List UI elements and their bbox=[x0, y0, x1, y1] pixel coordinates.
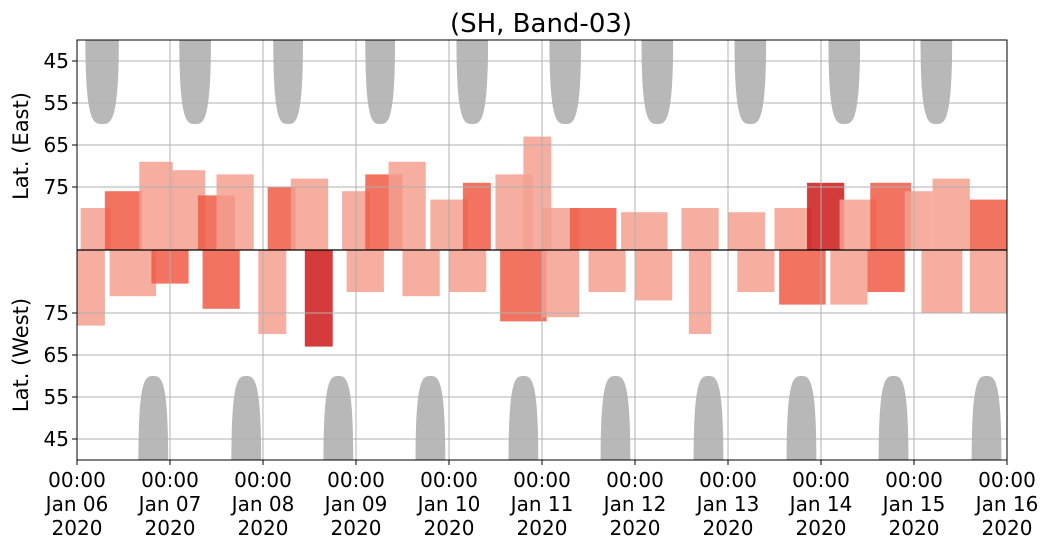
activity-west-15 bbox=[779, 250, 826, 305]
activity-east-2 bbox=[139, 161, 173, 250]
activity-east-7 bbox=[290, 178, 329, 250]
activity-east-23 bbox=[870, 182, 912, 250]
activity-west-18 bbox=[921, 250, 963, 313]
daylight-east-5 bbox=[549, 40, 582, 124]
activity-east-20 bbox=[774, 208, 812, 250]
daylight-west-6 bbox=[693, 376, 724, 460]
activity-west-19 bbox=[969, 250, 1007, 313]
y-tick-label-east-0: 45 bbox=[44, 49, 69, 73]
activity-east-12 bbox=[462, 182, 491, 250]
x-tick-label-6: 00:00 Jan 12 2020 bbox=[602, 468, 667, 540]
daylight-west-1 bbox=[231, 376, 262, 460]
daylight-east-6 bbox=[641, 40, 674, 124]
y-tick-label-east-1: 55 bbox=[44, 91, 69, 115]
daylight-east-3 bbox=[365, 40, 396, 124]
activity-west-13 bbox=[688, 250, 712, 334]
x-tick-labels: 00:00 Jan 06 2020 00:00 Jan 07 2020 00:00 Jan 0… bbox=[44, 460, 1039, 540]
activity-west-0 bbox=[77, 250, 105, 326]
daylight-west-9 bbox=[971, 376, 1002, 460]
activity-west-12 bbox=[635, 250, 673, 301]
activity-west-17 bbox=[867, 250, 905, 292]
activity-east-16 bbox=[569, 208, 617, 250]
activity-east-26 bbox=[969, 199, 1007, 250]
daylight-west-0 bbox=[138, 376, 169, 460]
activity-east-5 bbox=[216, 174, 254, 250]
activity-west-5 bbox=[304, 250, 333, 347]
activity-west-11 bbox=[588, 250, 626, 292]
daylight-west-7 bbox=[786, 376, 817, 460]
x-tick-label-4: 00:00 Jan 10 2020 bbox=[416, 468, 481, 540]
x-tick-label-1: 00:00 Jan 07 2020 bbox=[137, 468, 202, 540]
activity-east-24 bbox=[904, 191, 933, 250]
daylight-west-2 bbox=[323, 376, 354, 460]
activity-west-14 bbox=[737, 250, 775, 292]
chart-title: (SH, Band-03) bbox=[450, 9, 632, 39]
x-tick-label-3: 00:00 Jan 09 2020 bbox=[323, 468, 388, 540]
y-label-west: Lat. (West) bbox=[9, 298, 33, 412]
daylight-east-0 bbox=[85, 40, 119, 124]
x-tick-label-5: 00:00 Jan 11 2020 bbox=[509, 468, 574, 540]
plot-area bbox=[76, 39, 1008, 461]
y-tick-label-west-1: 65 bbox=[44, 343, 69, 367]
activity-east-10 bbox=[388, 161, 426, 250]
x-tick-label-0: 00:00 Jan 06 2020 bbox=[44, 468, 109, 540]
activity-west-9 bbox=[500, 250, 547, 322]
y-tick-label-east-3: 75 bbox=[44, 175, 69, 199]
activity-west-10 bbox=[542, 250, 580, 318]
activity-west-7 bbox=[402, 250, 440, 297]
y-label-east: Lat. (East) bbox=[9, 92, 33, 200]
x-tick-label-2: 00:00 Jan 08 2020 bbox=[230, 468, 295, 540]
daylight-east-4 bbox=[456, 40, 489, 124]
daylight-west-8 bbox=[878, 376, 909, 460]
y-tick-label-west-0: 75 bbox=[44, 301, 69, 325]
y-tick-label-east-2: 65 bbox=[44, 133, 69, 157]
activity-east-17 bbox=[621, 212, 668, 250]
daylight-west-3 bbox=[415, 376, 446, 460]
daylight-east-7 bbox=[734, 40, 767, 124]
activity-west-3 bbox=[202, 250, 240, 309]
daylight-east-8 bbox=[828, 40, 861, 124]
activity-east-19 bbox=[728, 212, 766, 250]
y-tick-label-west-3: 45 bbox=[44, 427, 69, 451]
activity-east-25 bbox=[932, 178, 970, 250]
activity-east-18 bbox=[681, 208, 719, 250]
activity-west-1 bbox=[109, 250, 157, 297]
x-tick-label-8: 00:00 Jan 14 2020 bbox=[788, 468, 853, 540]
daylight-west-5 bbox=[600, 376, 631, 460]
activity-west-6 bbox=[346, 250, 384, 292]
y-tick-label-west-2: 55 bbox=[44, 385, 69, 409]
daylight-east-9 bbox=[920, 40, 953, 124]
activity-east-1 bbox=[104, 191, 143, 250]
daylight-west-4 bbox=[508, 376, 539, 460]
activity-west-8 bbox=[449, 250, 487, 292]
x-tick-label-7: 00:00 Jan 13 2020 bbox=[695, 468, 760, 540]
daylight-east-1 bbox=[179, 40, 211, 124]
y-tick-labels: 45 55 65 75 75 65 55 45 bbox=[44, 49, 77, 451]
x-tick-label-10: 00:00 Jan 16 2020 bbox=[974, 468, 1039, 540]
x-tick-label-9: 00:00 Jan 15 2020 bbox=[881, 468, 946, 540]
activity-east-21 bbox=[807, 182, 845, 250]
daylight-east-2 bbox=[273, 40, 303, 124]
activity-west-16 bbox=[830, 250, 868, 305]
